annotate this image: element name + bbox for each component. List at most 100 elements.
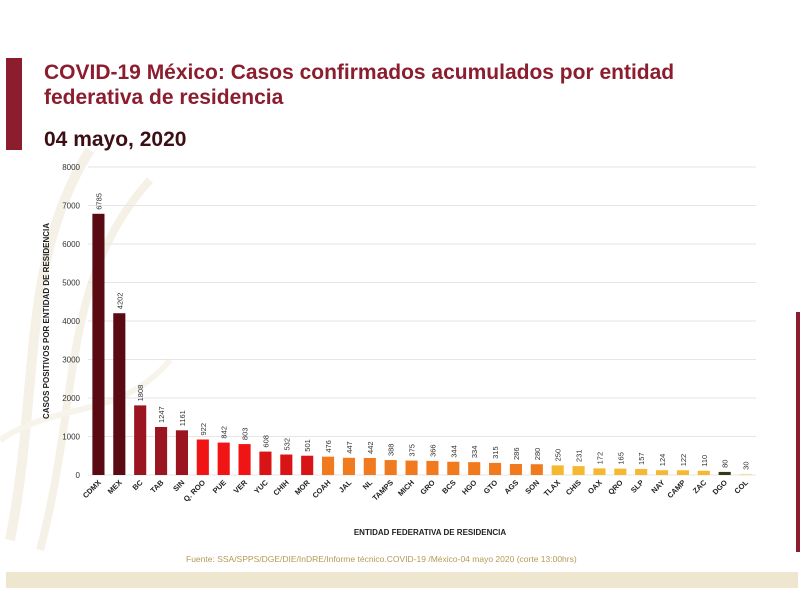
x-tick-label: TAB [149,478,166,495]
x-tick-label: SON [523,478,541,496]
bar-zac [697,470,710,475]
data-label: 157 [637,452,646,465]
bar-q-roo [196,439,209,475]
title-accent-bar [6,58,22,150]
y-tick-label: 7000 [62,202,80,211]
data-label: 172 [595,452,604,465]
bar-tlax [551,465,564,475]
side-accent-bar [796,312,800,552]
data-label: 344 [449,445,458,458]
x-tick-label: GTO [482,478,500,496]
x-tick-label: SLP [629,478,646,495]
bar-pue [217,442,230,475]
data-label: 30 [742,462,751,470]
x-tick-label: AGS [502,478,520,496]
x-axis-label: ENTIDAD FEDERATIVA DE RESIDENCIA [354,528,507,537]
data-label: 442 [366,441,375,454]
bar-hgo [468,462,481,475]
x-tick-label: CAMP [665,478,687,500]
y-tick-label: 8000 [62,163,80,172]
x-tick-label: NL [361,478,375,492]
grid-lines [88,166,756,476]
x-tick-label: COAH [310,478,332,500]
x-tick-label: VER [232,478,250,496]
bars [92,213,752,475]
data-label: 334 [470,446,479,459]
x-tick-label: CHIH [271,478,290,497]
bar-slp [635,468,648,475]
y-axis-label: CASOS POSITIVOS POR ENTIDAD DE RESIDENCI… [42,223,51,419]
data-label: 1247 [157,406,166,423]
bar-mor [301,455,314,475]
data-label: 375 [408,444,417,457]
y-tick-label: 2000 [62,394,80,403]
bar-jal [342,457,355,475]
x-tick-label: MOR [293,478,312,497]
data-label: 231 [575,450,584,463]
bar-camp [676,470,689,475]
data-label: 447 [345,441,354,454]
x-tick-label: OAX [586,478,604,496]
y-tick-label: 0 [76,471,81,480]
y-tick-label: 3000 [62,356,80,365]
bar-mich [405,460,418,475]
data-label: 842 [220,426,229,439]
x-tick-label: BC [131,478,145,492]
data-label: 922 [199,423,208,436]
background-ornament [0,147,173,552]
data-label: 250 [554,449,563,462]
bottom-band [6,572,798,588]
x-tick-label: CDMX [81,478,103,500]
bar-ver [238,444,251,475]
x-tick-label: PUE [211,478,228,495]
data-label: 124 [658,454,667,467]
data-label: 366 [428,444,437,457]
bar-coah [322,456,335,475]
data-label: 286 [512,447,521,460]
bar-chih [280,454,293,475]
report-date: 04 mayo, 2020 [44,128,187,151]
x-tick-label: QRO [606,478,625,497]
x-tick-label: BCS [440,478,458,496]
bar-son [530,464,543,475]
data-label: 388 [387,444,396,457]
bar-qro [614,468,627,475]
labels: 0 1000 2000 3000 4000 5000 6000 7000 8000 6785 CDM… [62,163,750,504]
data-label: 4202 [115,293,124,310]
x-tick-label: TLAX [542,478,562,498]
bar-gro [426,460,439,475]
bar-nl [363,457,376,475]
bar-nay [656,470,669,475]
data-label: 122 [679,454,688,467]
page-title: COVID-19 México: Casos confirmados acumu… [44,61,675,109]
x-tick-label: DGO [711,478,730,497]
data-label: 280 [533,448,542,461]
x-tick-label: MICH [396,478,416,498]
x-tick-label: NAY [649,478,666,495]
data-label: 532 [282,438,291,451]
data-label: 6785 [94,193,103,210]
x-tick-label: COL [732,478,750,496]
bar-sin [175,430,188,475]
x-tick-label: CHIS [564,478,583,497]
data-label: 501 [303,439,312,452]
data-label: 315 [491,446,500,459]
data-label: 110 [700,455,709,467]
data-label: 476 [324,440,333,453]
data-label: 1161 [178,410,187,426]
x-tick-label: MEX [106,478,124,496]
bar-tamps [384,460,397,475]
bar-chis [572,466,585,475]
data-label: 165 [616,452,625,465]
x-tick-label: Q. ROO [182,478,208,504]
data-label: 1808 [136,385,145,402]
bar-chart: 0 1000 2000 3000 4000 5000 6000 7000 8000 6785 CDM… [42,163,756,537]
bar-bcs [447,461,460,475]
x-tick-label: TAMPS [371,478,396,503]
x-tick-label: GRO [418,478,437,497]
bar-mex [113,313,126,475]
data-label: 608 [261,435,270,448]
x-tick-label: SIN [171,478,186,493]
y-tick-label: 1000 [62,433,80,442]
bar-ags [509,463,522,475]
